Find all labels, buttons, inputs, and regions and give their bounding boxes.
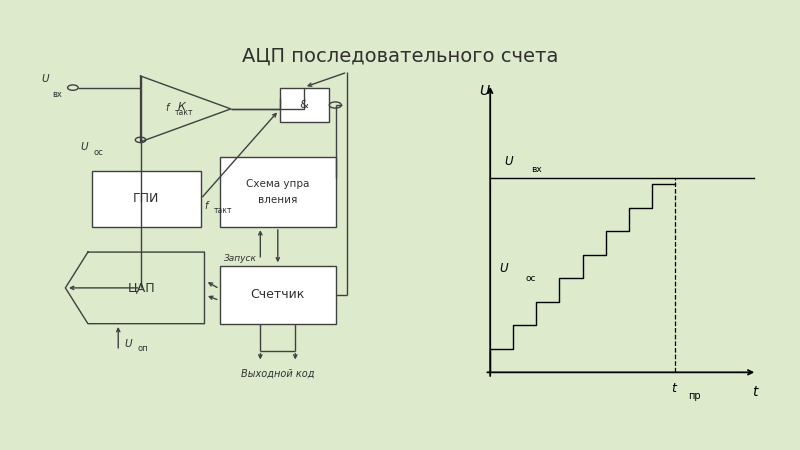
Text: пр: пр: [688, 392, 701, 401]
Text: $U$: $U$: [498, 262, 509, 275]
Text: ГПИ: ГПИ: [133, 193, 159, 205]
Text: вх: вх: [53, 90, 62, 99]
Text: $U$: $U$: [41, 72, 50, 84]
Text: $U$: $U$: [124, 337, 134, 349]
Text: К: К: [178, 102, 186, 112]
Bar: [219, 266, 336, 324]
Bar: [92, 171, 201, 227]
Text: оп: оп: [137, 344, 148, 353]
Text: $t$: $t$: [752, 385, 760, 399]
Text: Счетчик: Счетчик: [250, 288, 305, 301]
Text: Схема упра: Схема упра: [246, 179, 310, 189]
Text: вх: вх: [531, 165, 542, 174]
Text: $t$: $t$: [671, 382, 678, 395]
Text: вления: вления: [258, 195, 298, 206]
Text: $U$: $U$: [504, 155, 514, 168]
Text: ос: ос: [526, 274, 536, 283]
Text: ос: ос: [94, 148, 104, 157]
Text: $f$: $f$: [205, 199, 211, 211]
Text: &: &: [300, 100, 309, 110]
Text: ЦАП: ЦАП: [128, 281, 156, 294]
Text: $U$: $U$: [479, 84, 490, 98]
Text: $f$: $f$: [166, 101, 172, 113]
Bar: [280, 88, 329, 122]
Text: Запуск: Запуск: [224, 254, 257, 263]
Bar: [219, 157, 336, 227]
Text: Выходной код: Выходной код: [241, 368, 314, 378]
Text: $U$: $U$: [80, 140, 90, 152]
Text: такт: такт: [174, 108, 193, 117]
Text: такт: такт: [214, 206, 232, 215]
Text: АЦП последовательного счета: АЦП последовательного счета: [242, 47, 558, 66]
